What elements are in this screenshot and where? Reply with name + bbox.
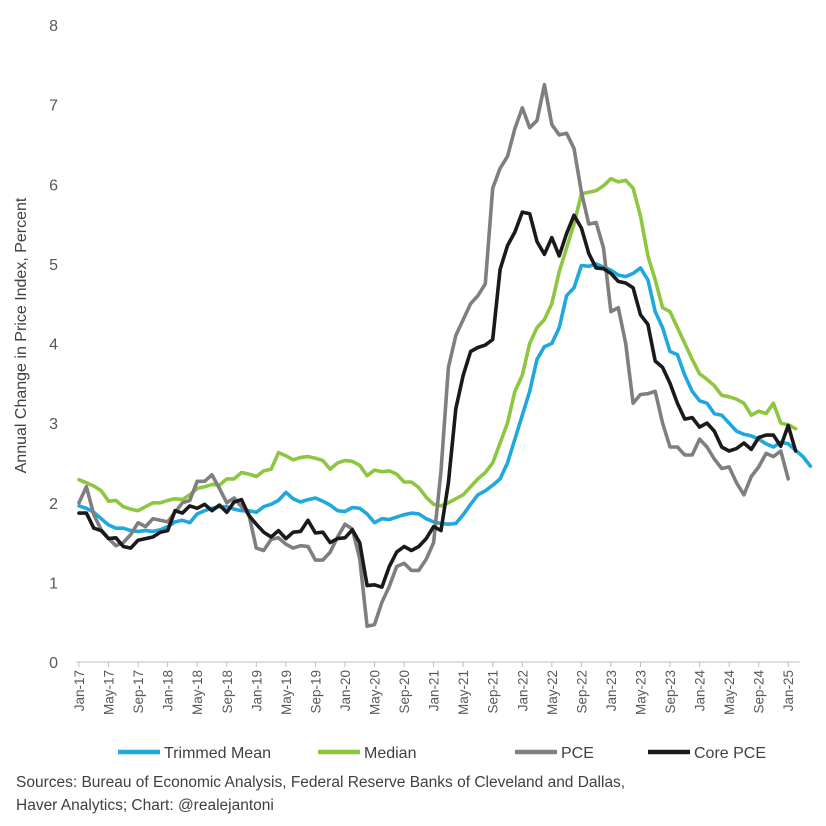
series-line-trimmed-mean [77, 262, 813, 534]
legend-label: PCE [561, 745, 594, 762]
x-tick-label: Jan-19 [249, 670, 264, 711]
x-tick-label: May-19 [279, 670, 294, 715]
y-tick-label: 6 [49, 177, 58, 194]
source-note: Sources: Bureau of Economic Analysis, Fe… [16, 771, 625, 817]
y-axis-label: Annual Change in Price Index, Percent [13, 197, 30, 473]
plot-area [77, 82, 813, 629]
y-tick-label: 8 [49, 18, 58, 35]
x-tick-label: Jan-21 [427, 670, 442, 711]
line-chart: 0 1 2 3 4 5 6 7 8 Jan-17 May-17 Sep-17 Jan-18 May-18… [13, 18, 813, 762]
x-tick-label: Jan-17 [72, 670, 87, 711]
x-tick-label: Sep-18 [220, 670, 235, 714]
x-tick-label: Sep-19 [308, 670, 323, 714]
source-line-1: Sources: Bureau of Economic Analysis, Fe… [16, 774, 626, 791]
legend-label: Trimmed Mean [164, 745, 271, 762]
legend-label: Median [364, 745, 416, 762]
x-tick-label: Jan-24 [693, 670, 708, 712]
x-tick-label: May-17 [102, 670, 117, 715]
x-tick-label: Jan-23 [604, 670, 619, 711]
x-tick-label: Jan-20 [338, 670, 353, 711]
y-tick-label: 2 [49, 496, 58, 513]
x-tick-label: Sep-22 [574, 670, 589, 714]
legend: Trimmed Mean Median PCE Core PCE [118, 745, 766, 762]
legend-item: Median [318, 745, 416, 762]
x-tick-label: May-20 [368, 670, 383, 715]
series-line-median [77, 176, 798, 513]
x-tick-label: Jan-22 [515, 670, 530, 711]
y-tick-label: 0 [49, 655, 58, 672]
legend-item: Core PCE [648, 745, 766, 762]
series-line-pce [77, 82, 791, 629]
legend-item: Trimmed Mean [118, 745, 271, 762]
y-tick-label: 3 [49, 416, 58, 433]
y-tick-label: 1 [49, 575, 58, 592]
x-tick-label: Sep-17 [131, 670, 146, 714]
series-line-core-pce [77, 210, 798, 590]
x-tick-label: Sep-21 [486, 670, 501, 714]
legend-item: PCE [515, 745, 594, 762]
legend-label: Core PCE [694, 745, 766, 762]
y-tick-label: 5 [49, 257, 58, 274]
source-line-2: Haver Analytics; Chart: @realejantoni [16, 797, 274, 814]
x-tick-label: May-22 [545, 670, 560, 715]
x-tick-label: Jan-25 [781, 670, 796, 711]
x-tick-label: Sep-23 [663, 670, 678, 714]
x-tick-label: Sep-20 [397, 670, 412, 714]
x-axis: Jan-17 May-17 Sep-17 Jan-18 May-18 Sep-18 Jan-… [72, 662, 796, 715]
x-tick-label: May-21 [456, 670, 471, 715]
x-tick-label: May-24 [722, 670, 737, 716]
x-tick-label: May-23 [633, 670, 648, 715]
x-tick-label: May-18 [190, 670, 205, 715]
x-tick-label: Sep-24 [752, 670, 767, 714]
y-axis: 0 1 2 3 4 5 6 7 8 [49, 18, 58, 672]
y-tick-label: 4 [49, 337, 58, 354]
x-tick-label: Jan-18 [161, 670, 176, 711]
y-tick-label: 7 [49, 98, 58, 115]
